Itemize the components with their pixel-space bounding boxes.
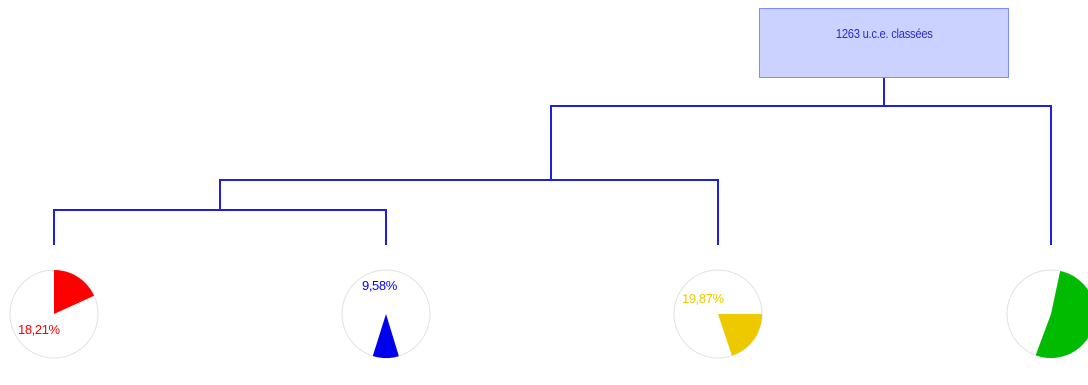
class-pies: 18,21% 9,58% 19,87% 2,34% bbox=[9, 269, 1088, 359]
class-pie-1: 18,21% bbox=[9, 269, 99, 359]
pie-percent-label: 2,34% bbox=[1048, 317, 1084, 332]
pie-percent-label: 19,87% bbox=[682, 291, 725, 306]
class-pie-4: 2,34% bbox=[1006, 269, 1088, 359]
class-pie-2: 9,58% bbox=[341, 269, 431, 359]
pie-slice bbox=[1035, 270, 1088, 359]
pie-percent-label: 9,58% bbox=[362, 278, 398, 293]
pie-slice bbox=[372, 314, 399, 359]
dendrogram-branches bbox=[53, 77, 1052, 245]
pie-slice bbox=[54, 270, 95, 314]
pie-slice bbox=[718, 314, 762, 356]
class-pie-3: 19,87% bbox=[673, 269, 763, 359]
root-node-box: 1263 u.c.e. classées bbox=[759, 8, 1009, 78]
root-node-label: 1263 u.c.e. classées bbox=[835, 26, 933, 41]
pie-percent-label: 18,21% bbox=[18, 322, 61, 337]
